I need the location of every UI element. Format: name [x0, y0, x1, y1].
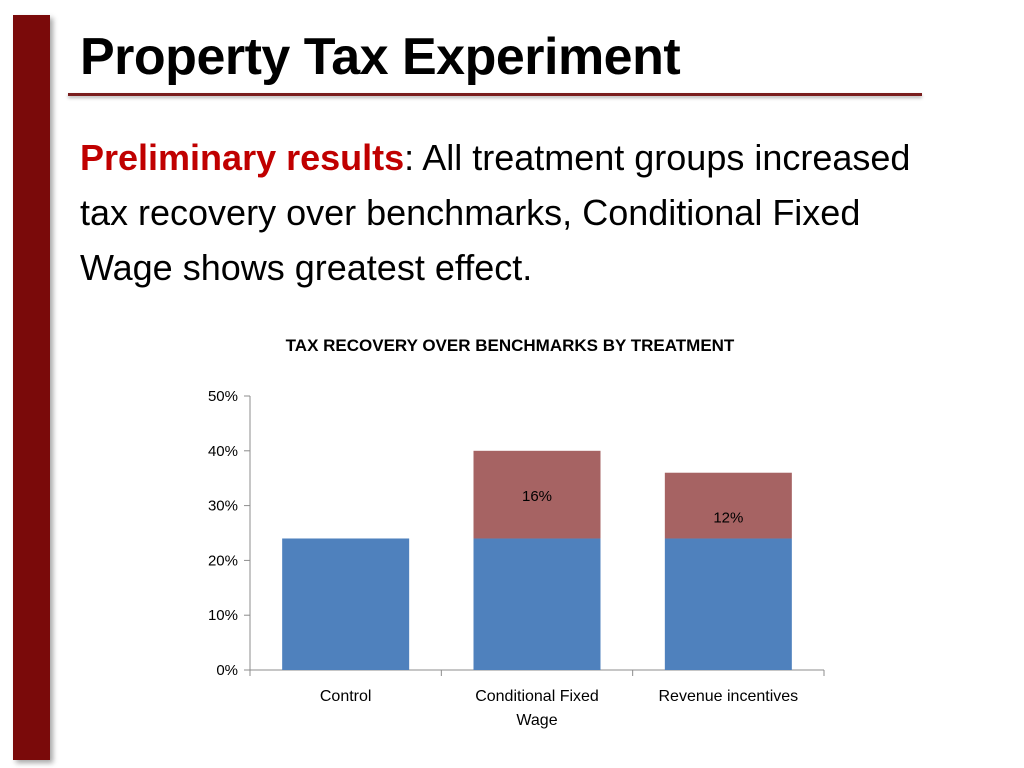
y-tick-label: 30% [208, 498, 238, 515]
y-tick-label: 50% [208, 388, 238, 405]
bar-segment [664, 538, 792, 670]
title-divider [68, 93, 922, 96]
bar-data-label: 12% [713, 510, 743, 527]
y-tick-label: 0% [216, 662, 238, 679]
x-category-label: Revenue incentives [659, 688, 799, 705]
chart-title: TAX RECOVERY OVER BENCHMARKS BY TREATMEN… [285, 336, 735, 355]
slide-body-text: Preliminary results: All treatment group… [80, 130, 960, 295]
y-tick-label: 20% [208, 552, 238, 569]
body-highlight: Preliminary results [80, 137, 405, 178]
bar-segment [473, 538, 601, 670]
bar-segment [664, 472, 792, 539]
x-category-label: Conditional Fixed Wage [475, 688, 599, 729]
y-tick-label: 40% [208, 443, 238, 460]
body-text-rest: : All treatment groups increased tax rec… [80, 137, 911, 288]
x-category-label: Control [320, 688, 372, 705]
y-tick-label: 10% [208, 607, 238, 624]
bar-segment [473, 450, 601, 539]
bar-data-label: 16% [522, 488, 552, 505]
accent-side-bar [13, 15, 50, 760]
bar-segment [282, 538, 410, 670]
slide-title: Property Tax Experiment [80, 28, 681, 86]
